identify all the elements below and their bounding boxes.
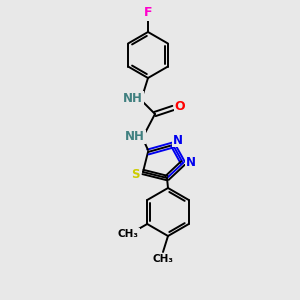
- Text: CH₃: CH₃: [152, 254, 173, 264]
- Text: F: F: [144, 7, 152, 20]
- Text: NH: NH: [125, 130, 145, 143]
- Text: O: O: [175, 100, 185, 113]
- Text: N: N: [186, 157, 196, 169]
- Text: S: S: [131, 169, 139, 182]
- Text: N: N: [173, 134, 183, 146]
- Text: CH₃: CH₃: [118, 229, 139, 239]
- Text: NH: NH: [123, 92, 143, 104]
